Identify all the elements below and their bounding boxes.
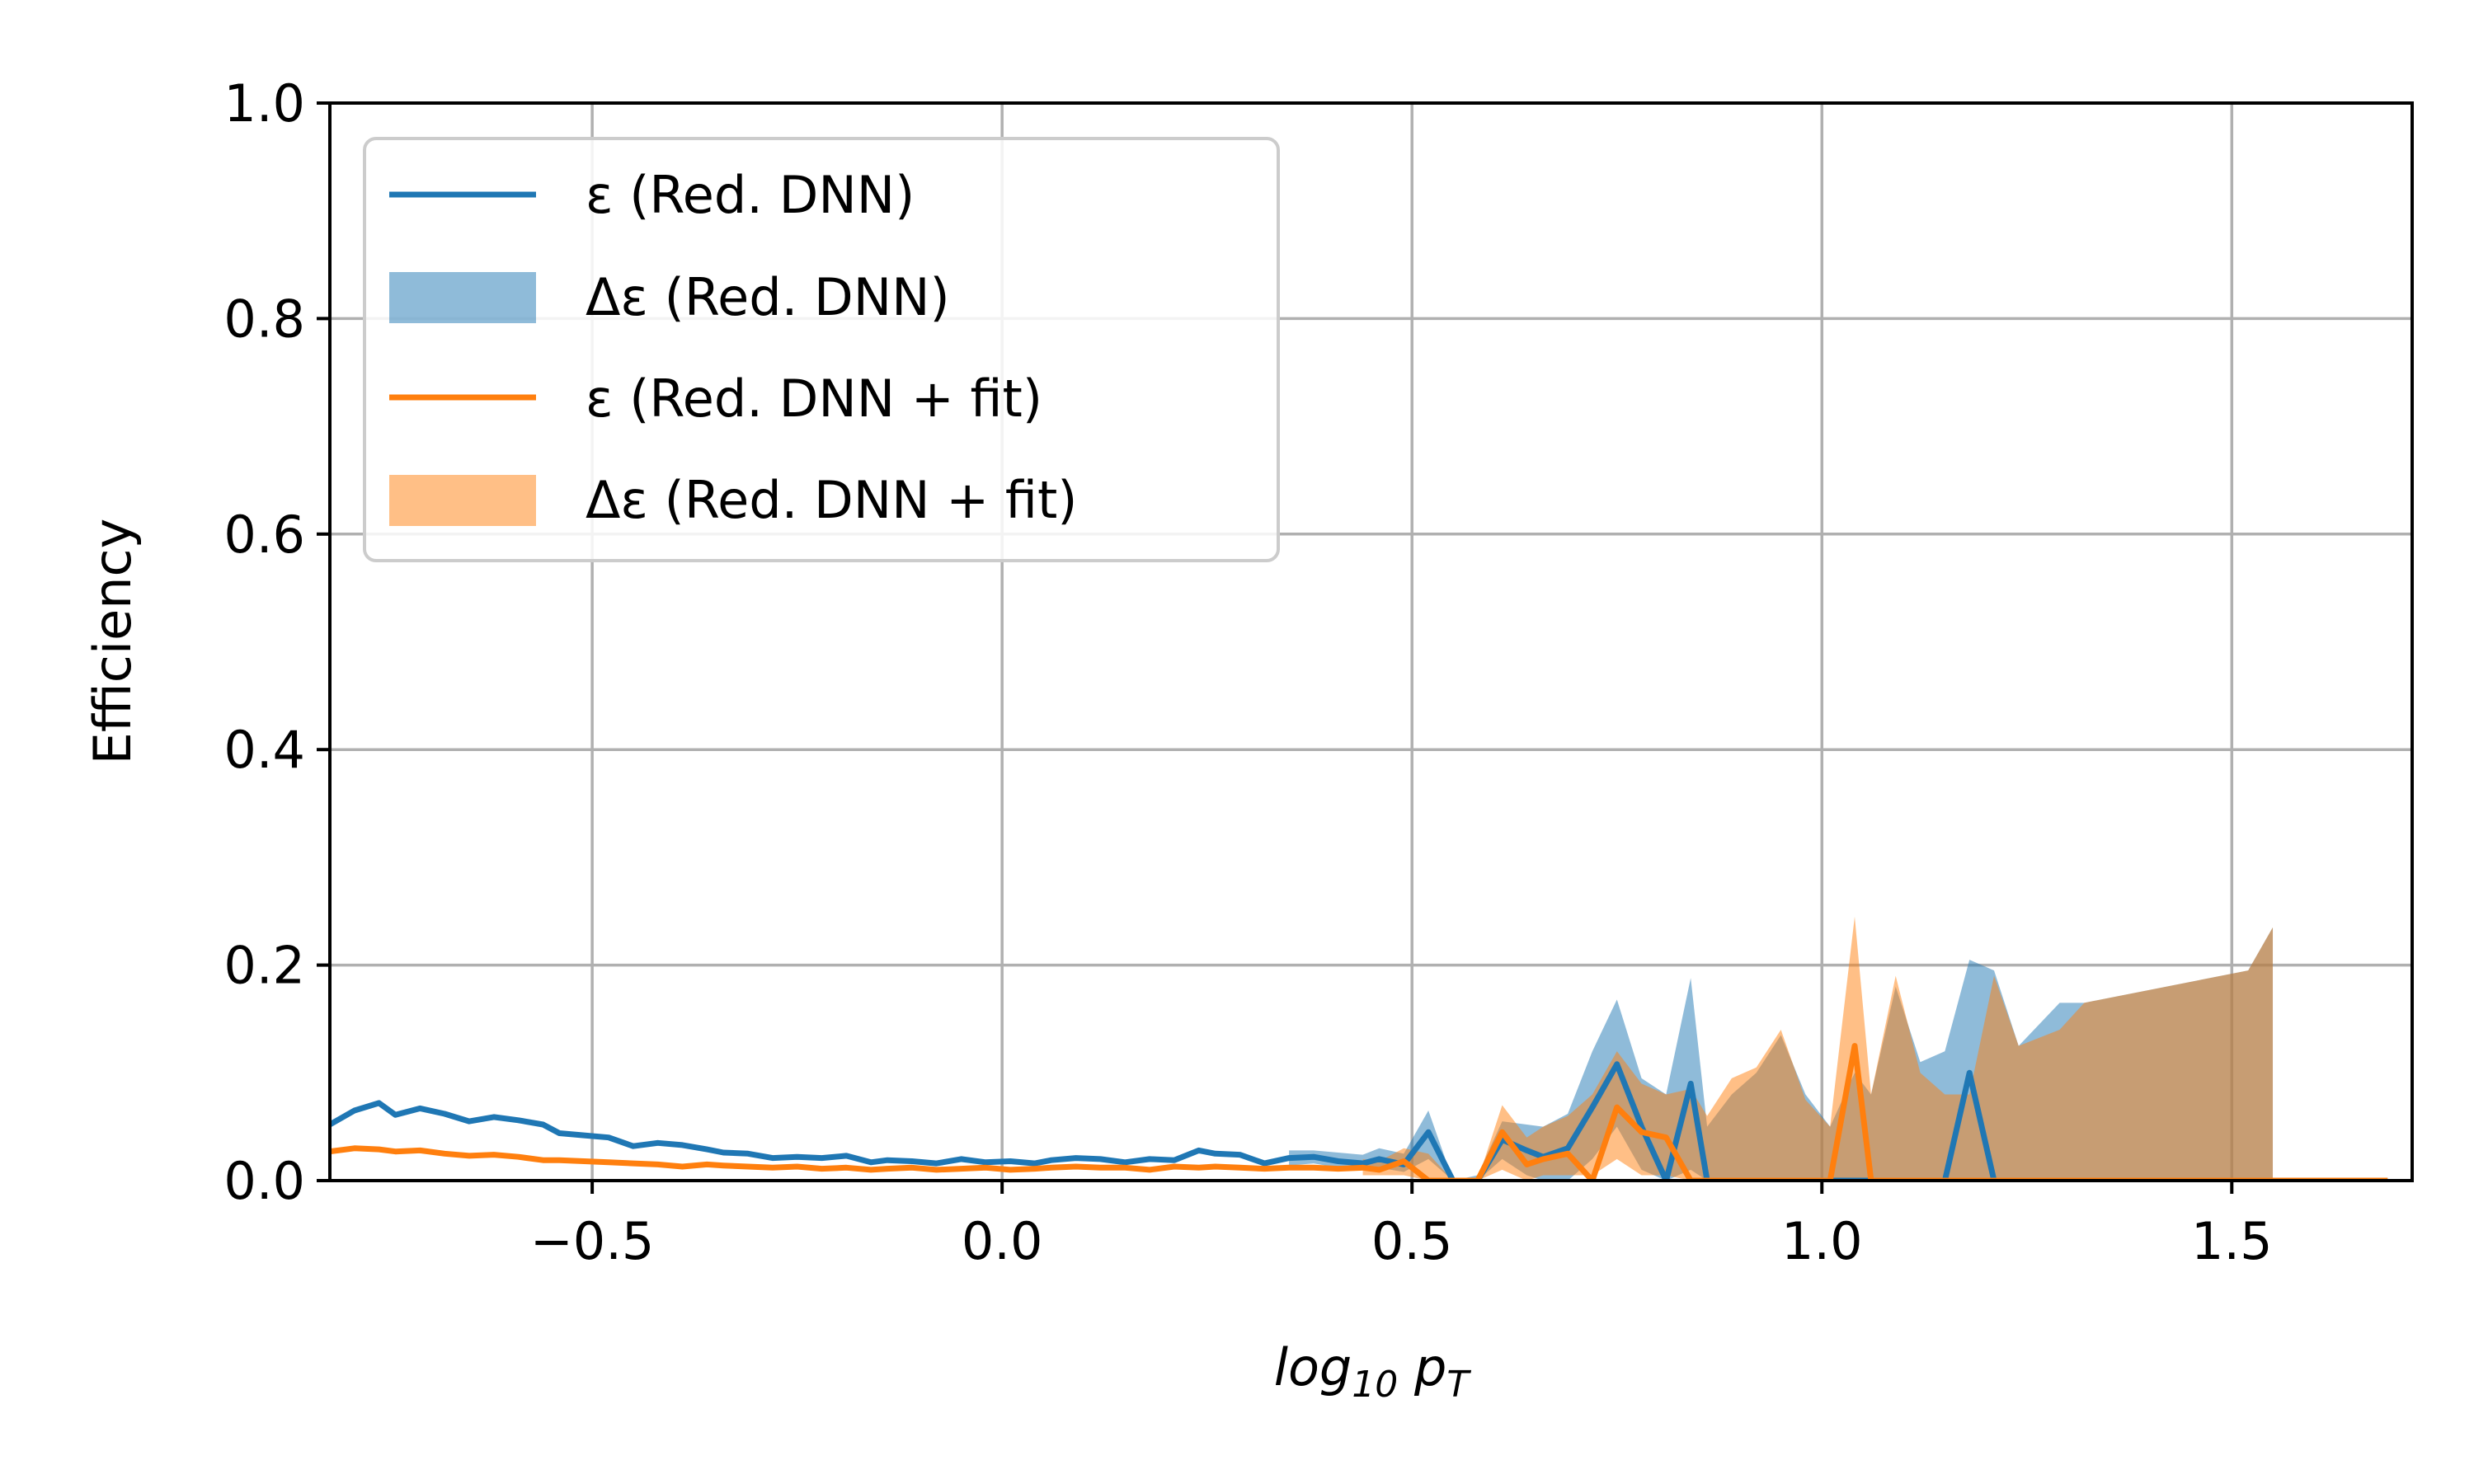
- y-tick-label-0: 0.0: [223, 1151, 305, 1211]
- y-tick-label-3: 0.6: [223, 505, 305, 565]
- legend-label-eps-red-dnn: ε (Red. DNN): [586, 165, 915, 225]
- legend-box: [363, 137, 1280, 562]
- x-tick-label-2: 0.5: [1371, 1211, 1453, 1271]
- legend-swatch-deps-red-dnn: [389, 272, 536, 323]
- legend-label-eps-red-dnn-fit: ε (Red. DNN + fit): [586, 369, 1042, 429]
- x-tick-label-0: −0.5: [530, 1211, 655, 1271]
- y-tick-label-4: 0.8: [223, 289, 305, 349]
- x-axis-label: log10 pT: [1274, 1337, 1472, 1406]
- plot-area: [330, 916, 2388, 1181]
- line-eps-red-dnn-fit: [330, 1043, 2388, 1181]
- y-tick-label-2: 0.4: [223, 720, 305, 780]
- legend-label-deps-red-dnn: Δε (Red. DNN): [586, 267, 950, 327]
- line-eps-red-dnn: [330, 1061, 2388, 1181]
- x-tick-label-1: 0.0: [962, 1211, 1043, 1271]
- axes-frame: [328, 101, 2414, 1182]
- axis-ticks: −0.5 0.0 0.5 1.0 1.5 0.0 0.2 0.4 0.6 0.8 1.0: [223, 73, 2272, 1271]
- y-tick-label-5: 1.0: [223, 73, 305, 134]
- x-tick-label-3: 1.0: [1781, 1211, 1863, 1271]
- legend-label-deps-red-dnn-fit: Δε (Red. DNN + fit): [586, 470, 1077, 530]
- y-axis-label: Efficiency: [82, 519, 143, 765]
- x-tick-label-4: 1.5: [2191, 1211, 2273, 1271]
- legend: ε (Red. DNN) Δε (Red. DNN) ε (Red. DNN +…: [363, 137, 1280, 562]
- y-tick-label-1: 0.2: [223, 936, 305, 996]
- legend-swatch-deps-red-dnn-fit: [389, 475, 536, 526]
